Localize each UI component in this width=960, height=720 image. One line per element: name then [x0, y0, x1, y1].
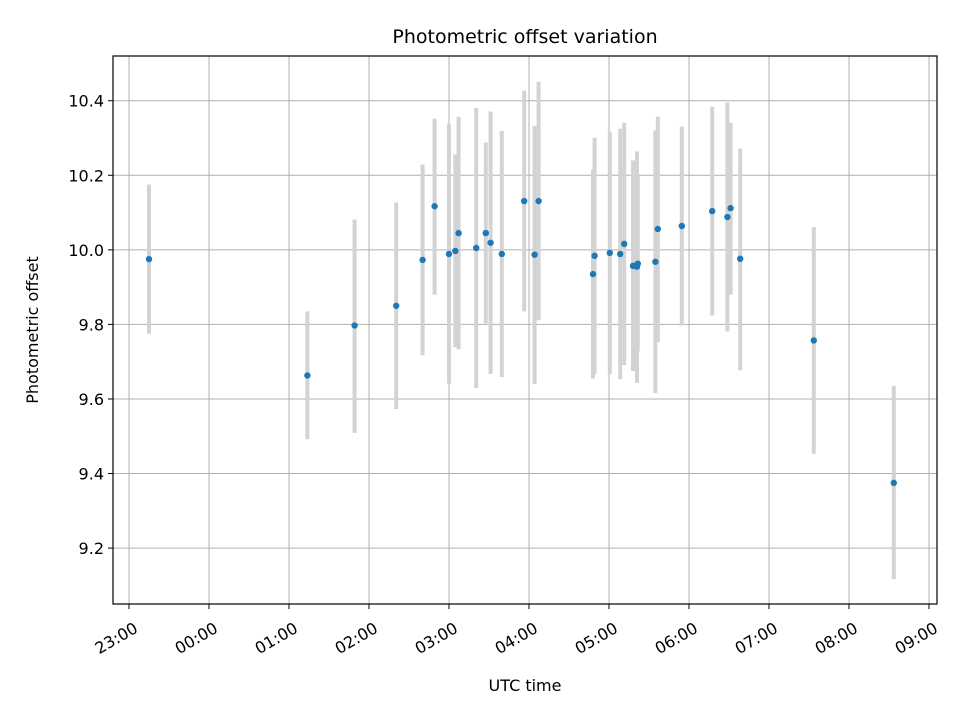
data-point [482, 229, 489, 237]
data-point [727, 204, 734, 212]
data-point [531, 251, 538, 258]
data-point [634, 260, 641, 267]
data-point [535, 197, 542, 205]
data-point [652, 258, 659, 265]
data-point [431, 203, 438, 210]
data-point [487, 239, 494, 246]
data-point [455, 229, 462, 237]
data-points [145, 197, 897, 487]
data-point [591, 252, 598, 260]
data-point [473, 244, 480, 252]
y-tick-label: 9.6 [79, 390, 104, 409]
y-axis-ticks: 9.2 9.4 9.6 9.8 10.0 10.2 10.4 [68, 92, 113, 558]
y-tick-label: 10.4 [68, 92, 104, 111]
data-point [498, 250, 505, 258]
data-point [393, 302, 400, 309]
y-tick-label: 9.4 [79, 465, 104, 484]
data-point [617, 250, 624, 258]
data-point [606, 249, 613, 257]
data-point [724, 213, 731, 221]
y-tick-label: 9.8 [79, 315, 104, 334]
data-point [445, 250, 453, 258]
data-point [351, 322, 358, 329]
data-point [810, 337, 817, 344]
x-axis-label: UTC time [489, 676, 562, 695]
plot-frame [112, 55, 938, 605]
y-tick-label: 10.2 [68, 166, 104, 185]
data-point [419, 256, 426, 264]
data-point [145, 255, 153, 263]
y-tick-label: 10.0 [68, 241, 104, 260]
data-point [678, 222, 685, 230]
data-point [737, 255, 744, 262]
data-point [890, 479, 897, 487]
data-point [452, 247, 459, 255]
chart-title: Photometric offset variation [392, 26, 657, 48]
y-axis-label: Photometric offset [23, 256, 42, 404]
data-point [654, 225, 661, 233]
data-point [709, 207, 716, 215]
data-point [304, 372, 311, 379]
data-point [621, 240, 628, 248]
data-point [589, 270, 597, 278]
data-point [521, 197, 528, 205]
y-tick-label: 9.2 [79, 539, 104, 558]
